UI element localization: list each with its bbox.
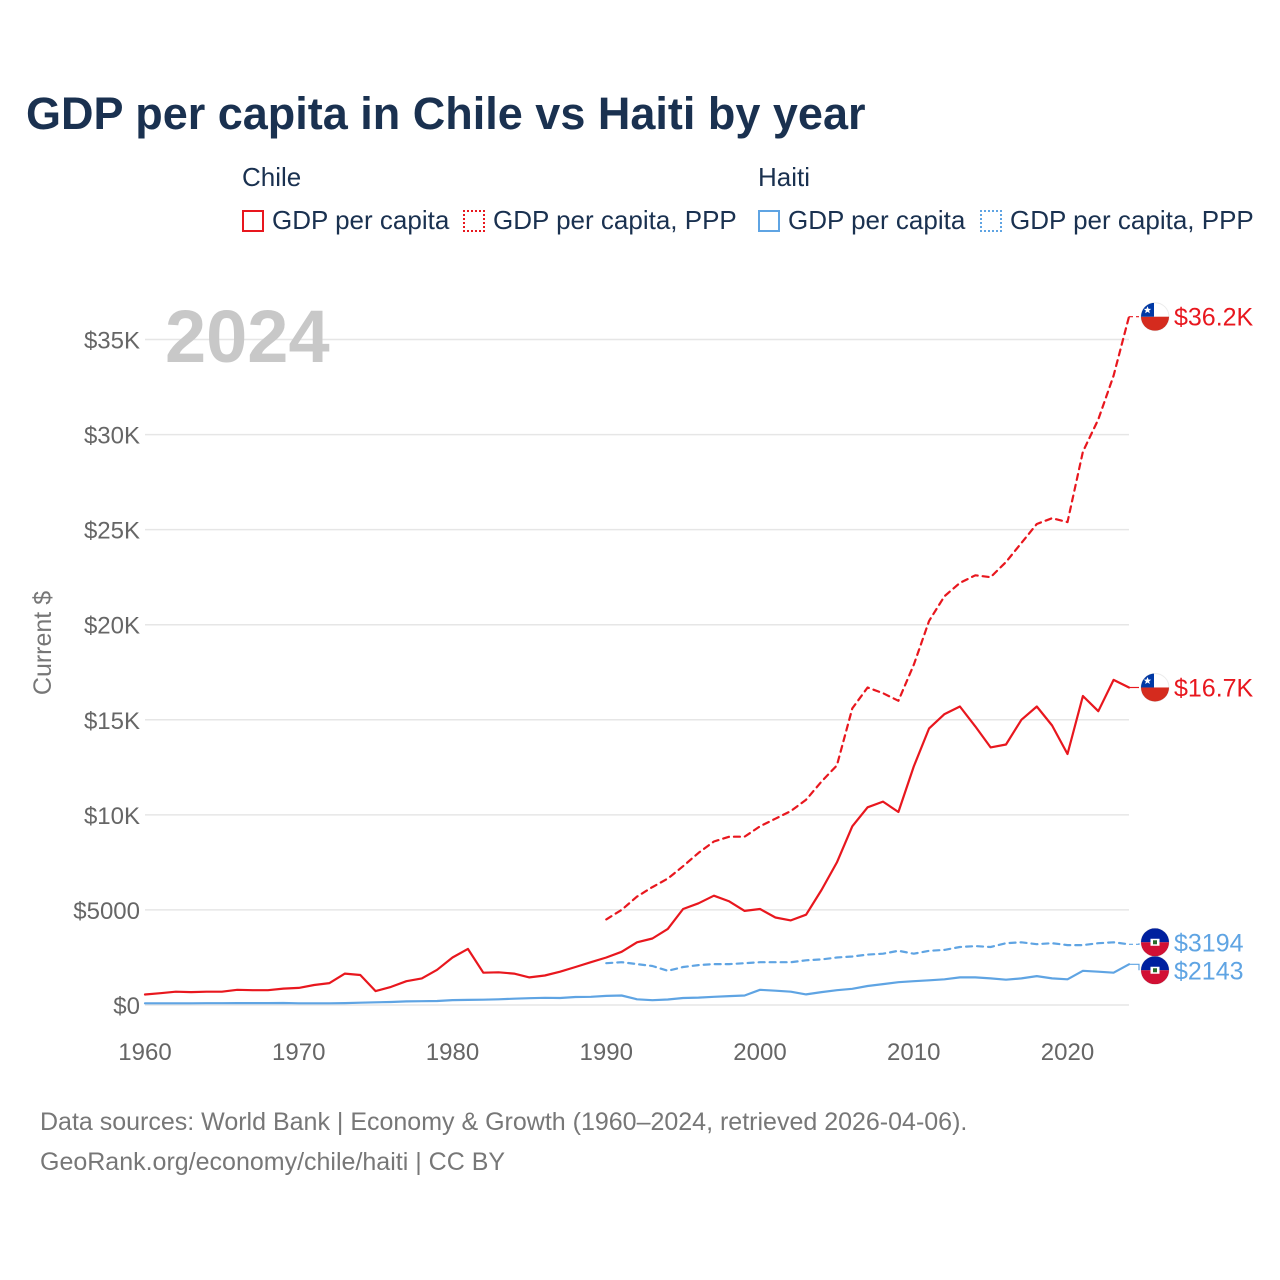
end-connector <box>1129 963 1140 971</box>
y-tick-label: $5000 <box>73 898 140 925</box>
y-axis-title: Current $ <box>29 591 57 695</box>
legend-label: GDP per capita <box>788 205 966 235</box>
y-tick-label: $30K <box>84 423 140 450</box>
chile-flag-icon <box>1140 672 1170 702</box>
legend-swatch-dotted <box>980 209 1002 232</box>
chile-flag-icon <box>1140 302 1170 332</box>
end-value-label: $16.7K <box>1174 674 1254 702</box>
legend-item-chile-gdp[interactable]: GDP per capita <box>242 205 449 236</box>
legend-swatch-solid <box>242 209 264 232</box>
year-label: 2024 <box>165 295 330 378</box>
end-labels: $16.7K $36.2K $2143$3194 <box>1129 302 1254 985</box>
gridlines <box>145 338 1129 1006</box>
series-line-haiti-gdp-per-capita <box>143 963 1131 1005</box>
series-line-chile-gdp-per-capita <box>143 678 1131 996</box>
legend-label: GDP per capita <box>272 205 450 235</box>
legend-group-haiti: Haiti <box>758 162 811 192</box>
footer-source: Data sources: World Bank | Economy & Gro… <box>40 1108 968 1136</box>
end-value-label: $2143 <box>1174 957 1244 985</box>
legend-item-haiti-gdp[interactable]: GDP per capita <box>758 205 965 236</box>
legend-label: GDP per capita, PPP <box>493 205 737 235</box>
legend-item-chile-gdp-ppp[interactable]: GDP per capita, PPP <box>463 205 737 236</box>
series-line-haiti-gdp-per-capita-ppp <box>605 941 1131 972</box>
end-value-label: $36.2K <box>1174 304 1254 332</box>
end-value-label: $3194 <box>1174 929 1244 957</box>
x-tick-label: 1960 <box>118 1039 171 1066</box>
haiti-flag-icon <box>1140 955 1170 985</box>
series-lines <box>143 315 1131 1005</box>
series-line-chile-gdp-per-capita-ppp <box>605 315 1131 921</box>
y-tick-label: $35K <box>84 328 140 355</box>
legend-swatch-solid <box>758 209 780 232</box>
y-tick-label: $10K <box>84 803 140 830</box>
legend-group-chile: Chile <box>242 162 302 192</box>
legend-item-haiti-gdp-ppp[interactable]: GDP per capita, PPP <box>980 205 1254 236</box>
x-tick-label: 1980 <box>426 1039 479 1066</box>
haiti-flag-icon <box>1140 927 1170 957</box>
footer-credit: GeoRank.org/economy/chile/haiti | CC BY <box>40 1148 506 1176</box>
y-tick-label: $0 <box>113 993 140 1020</box>
end-connector <box>1129 942 1140 945</box>
legend-label: GDP per capita, PPP <box>1010 205 1254 235</box>
chart-title: GDP per capita in Chile vs Haiti by year <box>26 88 866 139</box>
y-tick-label: $15K <box>84 708 140 735</box>
x-tick-label: 1990 <box>580 1039 633 1066</box>
x-tick-label: 1970 <box>272 1039 325 1066</box>
x-tick-label: 2010 <box>887 1039 940 1066</box>
y-tick-label: $20K <box>84 613 140 640</box>
x-axis-ticks: 1960 1970 1980 1990 2000 2010 2020 <box>118 1039 1094 1066</box>
legend-swatch-dotted <box>463 209 485 232</box>
y-tick-label: $25K <box>84 518 140 545</box>
y-axis-ticks: $0 $5000 $10K $15K $20K $25K $30K $35K <box>73 328 140 1020</box>
x-tick-label: 2020 <box>1041 1039 1094 1066</box>
x-tick-label: 2000 <box>733 1039 786 1066</box>
